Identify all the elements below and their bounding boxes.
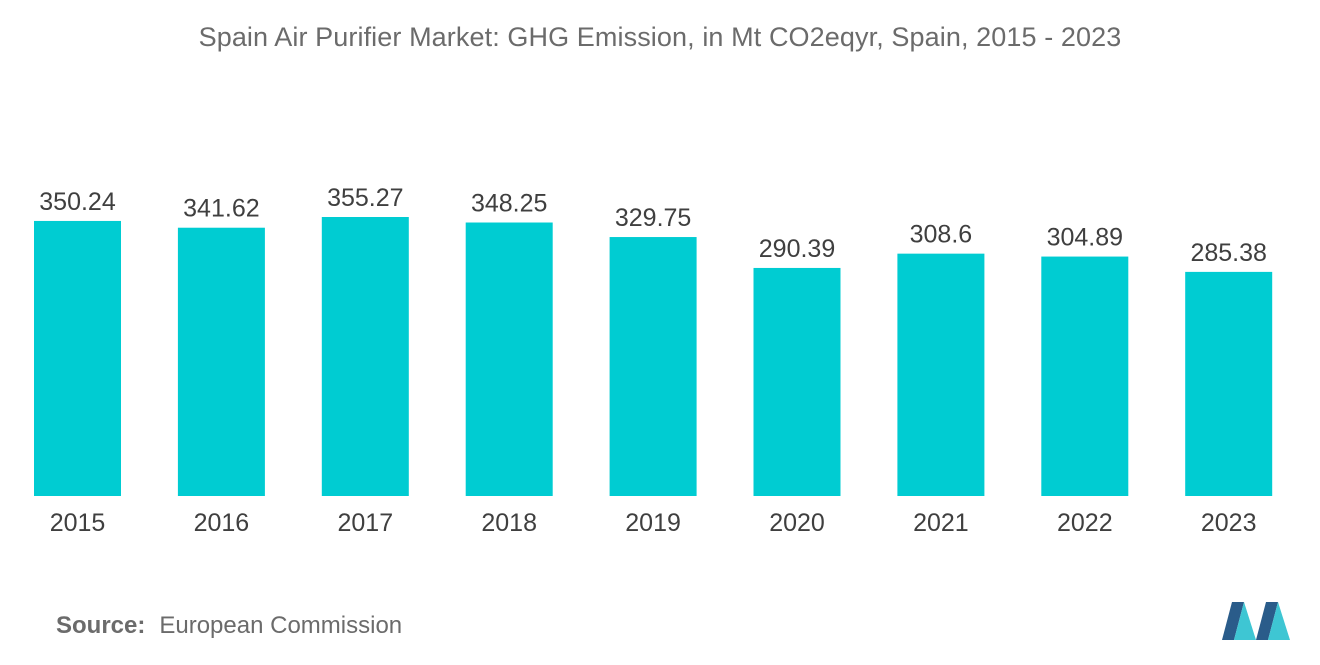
- value-label-2015: 350.24: [39, 188, 116, 216]
- bar-chart: 350.24 2015 341.62 2016 355.27 2017 348.25 2018…: [34, 184, 1273, 537]
- value-label-2016: 341.62: [183, 195, 259, 223]
- value-label-2022: 304.89: [1047, 224, 1123, 252]
- source-label: Source:: [56, 612, 146, 639]
- value-label-2019: 329.75: [615, 204, 691, 232]
- value-label-2017: 355.27: [327, 184, 403, 212]
- bar-2020: [753, 267, 841, 496]
- bar-2021: [897, 253, 985, 496]
- x-tick-label-2019: 2019: [625, 509, 681, 537]
- value-label-2023: 285.38: [1190, 239, 1266, 267]
- bar-2019: [609, 237, 697, 496]
- brand-logo-icon: [1222, 602, 1290, 640]
- x-tick-label-2017: 2017: [337, 509, 393, 537]
- value-label-2020: 290.39: [759, 235, 835, 263]
- x-tick-label-2022: 2022: [1057, 509, 1113, 537]
- source-line: Source: European Commission: [56, 612, 402, 640]
- bar-2018: [465, 222, 553, 496]
- x-tick-label-2015: 2015: [50, 509, 106, 537]
- x-tick-label-2023: 2023: [1201, 509, 1257, 537]
- value-label-2018: 348.25: [471, 190, 547, 218]
- bar-2022: [1041, 256, 1129, 496]
- chart-title: Spain Air Purifier Market: GHG Emission,…: [198, 22, 1122, 52]
- x-tick-label-2016: 2016: [194, 509, 250, 537]
- bar-2016: [177, 227, 265, 496]
- source-value: European Commission: [159, 612, 403, 639]
- value-label-2021: 308.6: [910, 221, 973, 249]
- bar-2015: [34, 220, 121, 497]
- x-tick-label-2021: 2021: [913, 509, 969, 537]
- bar-2023: [1185, 271, 1273, 496]
- x-tick-label-2020: 2020: [769, 509, 825, 537]
- x-tick-label-2018: 2018: [481, 509, 537, 537]
- bar-2017: [321, 217, 409, 496]
